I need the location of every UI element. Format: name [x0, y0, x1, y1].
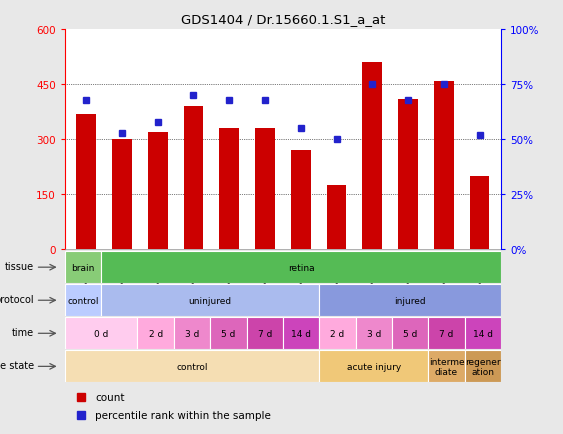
Bar — [319, 351, 428, 382]
Text: regener
ation: regener ation — [465, 357, 501, 376]
Bar — [428, 318, 464, 349]
Bar — [464, 318, 501, 349]
Text: time: time — [12, 327, 34, 337]
Bar — [220, 129, 239, 250]
Text: 3 d: 3 d — [185, 329, 199, 338]
Text: tissue: tissue — [5, 261, 34, 271]
Text: interme
diate: interme diate — [428, 357, 464, 376]
Text: injured: injured — [394, 296, 426, 305]
Text: retina: retina — [288, 263, 314, 272]
Bar — [148, 133, 168, 250]
Bar — [112, 140, 132, 250]
Text: 2 d: 2 d — [149, 329, 163, 338]
Text: brain: brain — [72, 263, 95, 272]
Text: 7 d: 7 d — [257, 329, 272, 338]
Bar — [363, 63, 382, 250]
Text: acute injury: acute injury — [347, 362, 401, 371]
Text: count: count — [95, 392, 125, 402]
Bar — [283, 318, 319, 349]
Bar — [174, 318, 210, 349]
Bar — [327, 186, 346, 250]
Bar — [65, 318, 137, 349]
Bar — [137, 318, 174, 349]
Text: 0 d: 0 d — [94, 329, 108, 338]
Bar — [184, 107, 203, 250]
Text: protocol: protocol — [0, 294, 34, 304]
Text: 14 d: 14 d — [291, 329, 311, 338]
Text: 5 d: 5 d — [403, 329, 417, 338]
Title: GDS1404 / Dr.15660.1.S1_a_at: GDS1404 / Dr.15660.1.S1_a_at — [181, 13, 385, 26]
Bar — [65, 285, 101, 316]
Bar — [65, 351, 319, 382]
Bar — [65, 252, 101, 283]
Bar — [255, 129, 275, 250]
Bar — [210, 318, 247, 349]
Bar — [428, 351, 464, 382]
Bar — [77, 115, 96, 250]
Bar — [398, 100, 418, 250]
Text: percentile rank within the sample: percentile rank within the sample — [95, 411, 271, 421]
Text: 14 d: 14 d — [473, 329, 493, 338]
Text: disease state: disease state — [0, 360, 34, 370]
Bar — [392, 318, 428, 349]
Bar — [319, 318, 356, 349]
Text: 5 d: 5 d — [221, 329, 235, 338]
Text: 2 d: 2 d — [330, 329, 345, 338]
Bar — [356, 318, 392, 349]
Bar — [319, 285, 501, 316]
Bar — [291, 151, 311, 250]
Text: control: control — [67, 296, 99, 305]
Text: control: control — [176, 362, 208, 371]
Bar — [434, 82, 454, 250]
Bar — [247, 318, 283, 349]
Text: 7 d: 7 d — [439, 329, 454, 338]
Text: uninjured: uninjured — [189, 296, 232, 305]
Bar — [470, 177, 489, 250]
Bar — [464, 351, 501, 382]
Text: 3 d: 3 d — [367, 329, 381, 338]
Bar — [101, 285, 319, 316]
